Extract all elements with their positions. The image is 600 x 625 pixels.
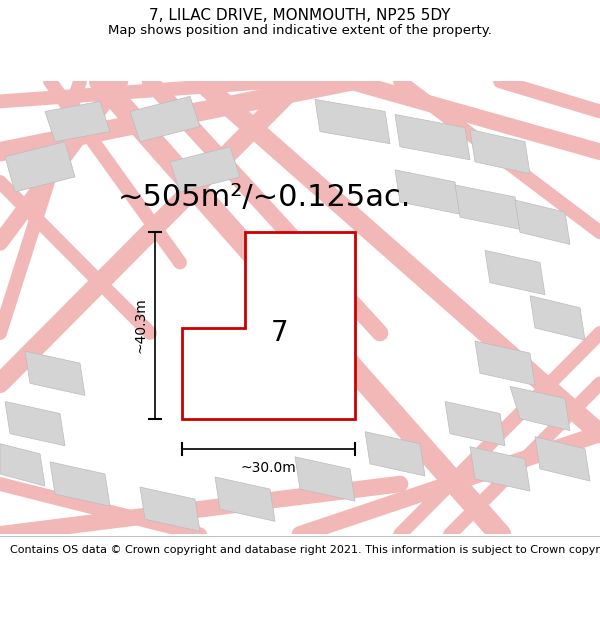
Polygon shape [5, 401, 65, 446]
Polygon shape [315, 99, 390, 144]
Polygon shape [485, 251, 545, 295]
Polygon shape [130, 96, 200, 142]
Text: 7, LILAC DRIVE, MONMOUTH, NP25 5DY: 7, LILAC DRIVE, MONMOUTH, NP25 5DY [149, 8, 451, 23]
Polygon shape [445, 401, 505, 446]
Text: Contains OS data © Crown copyright and database right 2021. This information is : Contains OS data © Crown copyright and d… [10, 545, 600, 555]
Polygon shape [365, 432, 425, 476]
Polygon shape [455, 185, 520, 229]
Polygon shape [515, 200, 570, 244]
Polygon shape [25, 351, 85, 396]
Polygon shape [530, 296, 585, 340]
Text: Map shows position and indicative extent of the property.: Map shows position and indicative extent… [108, 24, 492, 37]
Polygon shape [510, 386, 570, 431]
Text: 7: 7 [271, 319, 289, 347]
Polygon shape [170, 147, 240, 192]
Text: ~40.3m: ~40.3m [133, 298, 147, 353]
Polygon shape [475, 341, 535, 386]
Polygon shape [395, 114, 470, 160]
Polygon shape [182, 232, 355, 419]
Text: ~505m²/~0.125ac.: ~505m²/~0.125ac. [118, 183, 412, 212]
Polygon shape [395, 170, 460, 214]
Polygon shape [45, 101, 110, 142]
Polygon shape [0, 444, 45, 486]
Polygon shape [215, 477, 275, 521]
Polygon shape [295, 457, 355, 501]
Polygon shape [535, 437, 590, 481]
Polygon shape [470, 447, 530, 491]
Polygon shape [470, 129, 530, 174]
Text: ~30.0m: ~30.0m [241, 461, 296, 475]
Polygon shape [197, 248, 340, 404]
Polygon shape [140, 487, 200, 531]
Polygon shape [5, 142, 75, 192]
Polygon shape [50, 462, 110, 506]
